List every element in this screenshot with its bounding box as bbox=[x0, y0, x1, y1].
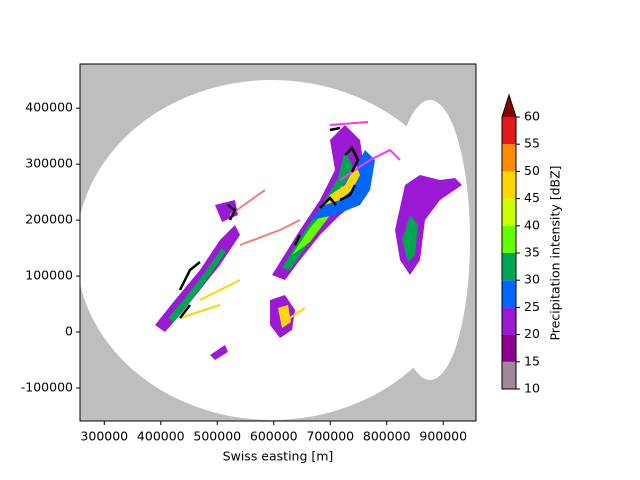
colorbar-segment bbox=[502, 361, 516, 389]
colorbar-tick-label: 20 bbox=[524, 326, 540, 341]
colorbar-segment bbox=[502, 334, 516, 362]
colorbar-tick-label: 40 bbox=[524, 217, 540, 232]
colorbar-tick-label: 10 bbox=[524, 381, 540, 396]
colorbar-frame bbox=[501, 93, 517, 390]
colorbar-segment bbox=[502, 307, 516, 335]
colorbar-segment bbox=[502, 198, 516, 226]
colorbar-tick-label: 50 bbox=[524, 163, 540, 178]
colorbar-extension bbox=[502, 95, 516, 117]
x-tick-label: 600000 bbox=[250, 429, 298, 444]
x-tick-label: 400000 bbox=[137, 429, 185, 444]
x-tick-label: 300000 bbox=[80, 429, 128, 444]
x-axis-label: Swiss easting [m] bbox=[223, 449, 334, 464]
colorbar-tick-label: 55 bbox=[524, 136, 540, 151]
radar-image bbox=[80, 80, 470, 420]
colorbar-segment bbox=[502, 280, 516, 308]
colorbar-segment bbox=[502, 144, 516, 172]
colorbar-tick-label: 45 bbox=[524, 190, 540, 205]
x-tick-label: 500000 bbox=[193, 429, 241, 444]
colorbar-tick-label: 25 bbox=[524, 299, 540, 314]
contours bbox=[178, 126, 360, 319]
x-tick-label: 800000 bbox=[363, 429, 411, 444]
y-tick-label: -100000 bbox=[21, 379, 73, 394]
y-tick-label: 100000 bbox=[25, 268, 73, 283]
x-tick-label: 700000 bbox=[306, 429, 354, 444]
colorbar-segment bbox=[502, 225, 516, 253]
y-tick-label: 0 bbox=[65, 324, 73, 339]
colorbar-tick-label: 35 bbox=[524, 245, 540, 260]
radar-domain bbox=[390, 100, 470, 380]
plot-frame bbox=[79, 63, 477, 422]
colorbar-tick-label: 60 bbox=[524, 109, 540, 124]
y-tick-label: 400000 bbox=[25, 100, 73, 115]
colorbar-segment bbox=[502, 117, 516, 145]
colorbar-segment bbox=[502, 171, 516, 199]
colorbar-segment bbox=[502, 253, 516, 281]
colorbar-tick-label: 15 bbox=[524, 353, 540, 368]
y-tick-label: 300000 bbox=[25, 156, 73, 171]
colorbar-label: Precipitation intensity [dBZ] bbox=[548, 165, 563, 340]
colorbar-tick-label: 30 bbox=[524, 272, 540, 287]
x-tick-label: 900000 bbox=[419, 429, 467, 444]
y-tick-label: 200000 bbox=[25, 212, 73, 227]
